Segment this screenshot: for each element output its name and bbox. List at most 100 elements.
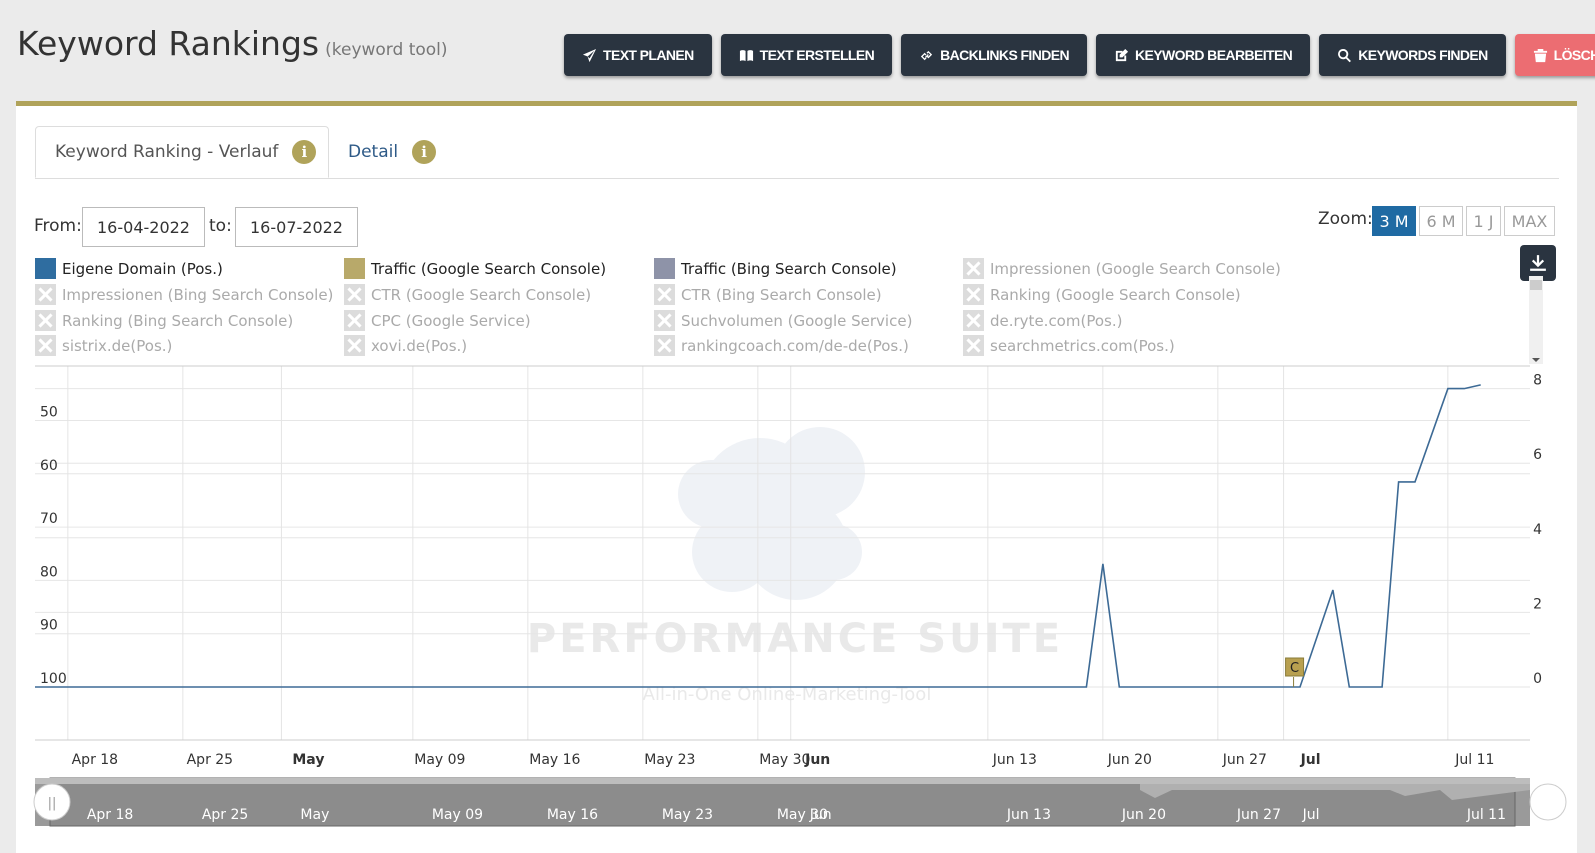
legend-item[interactable]: rankingcoach.com/de-de(Pos.) — [654, 335, 909, 356]
zoom-1j-button[interactable]: 1 J — [1466, 206, 1501, 236]
navigator-tick-label: Jun 13 — [1006, 807, 1051, 823]
legend-scrollbar[interactable] — [1529, 276, 1543, 364]
legend-label: CTR (Bing Search Console) — [681, 285, 882, 304]
legend-item[interactable]: CTR (Google Search Console) — [344, 284, 591, 305]
legend-item[interactable]: Traffic (Google Search Console) — [344, 258, 606, 279]
navigator-tick-label: May 30 — [777, 807, 828, 823]
legend-label: CPC (Google Service) — [371, 311, 531, 330]
navigator-tick-label: Apr 18 — [87, 807, 133, 823]
legend-label: Suchvolumen (Google Service) — [681, 311, 913, 330]
tab-bar: Keyword Ranking - Verlauf i Detail i — [35, 126, 1559, 179]
legend-item[interactable]: Impressionen (Bing Search Console) — [35, 284, 333, 305]
to-label: to: — [209, 216, 232, 236]
legend-item[interactable]: Eigene Domain (Pos.) — [35, 258, 223, 279]
legend-item[interactable]: CTR (Bing Search Console) — [654, 284, 882, 305]
keywords-finden-button[interactable]: KEYWORDS FINDEN — [1319, 34, 1506, 76]
tab-keyword-ranking-verlauf[interactable]: Keyword Ranking - Verlauf i — [35, 126, 329, 178]
paper-plane-icon — [582, 48, 597, 62]
legend-item[interactable]: Suchvolumen (Google Service) — [654, 310, 912, 331]
tab-detail[interactable]: Detail i — [328, 126, 437, 178]
legend-label: rankingcoach.com/de-de(Pos.) — [681, 336, 909, 355]
tab-label: Keyword Ranking - Verlauf — [55, 142, 279, 162]
navigator-right-handle[interactable] — [1529, 783, 1567, 821]
keyword-bearbeiten-button[interactable]: KEYWORD BEARBEITEN — [1095, 34, 1311, 76]
y-right-tick-label: 2 — [1533, 596, 1542, 612]
text-erstellen-button[interactable]: TEXT ERSTELLEN — [720, 34, 893, 76]
legend-label: de.ryte.com(Pos.) — [990, 311, 1123, 330]
loeschen-label: LÖSCHEN — [1553, 47, 1595, 63]
y-right-tick-label: 6 — [1533, 447, 1542, 463]
toolbar: TEXT PLANEN TEXT ERSTELLEN BACKLINKS FIN… — [564, 34, 1595, 76]
navigator-left-handle[interactable] — [33, 783, 71, 821]
navigator-tick-label: May 16 — [547, 807, 598, 823]
zoom-max-button[interactable]: MAX — [1504, 206, 1555, 236]
legend-swatch — [344, 258, 365, 279]
tab-label: Detail — [348, 142, 399, 162]
legend-item[interactable]: xovi.de(Pos.) — [344, 335, 467, 356]
navigator-series-shape — [1140, 780, 1530, 800]
legend-item[interactable]: Traffic (Bing Search Console) — [654, 258, 897, 279]
legend-label: sistrix.de(Pos.) — [62, 336, 173, 355]
navigator-tick-label: May 09 — [432, 807, 483, 823]
disabled-x-icon — [344, 310, 365, 331]
backlinks-finden-button[interactable]: BACKLINKS FINDEN — [901, 34, 1087, 76]
legend-scroll-down-icon[interactable] — [1532, 358, 1540, 362]
trash-icon — [1533, 48, 1547, 62]
x-axis-tick-label: Jun 20 — [1107, 752, 1152, 768]
from-date-input[interactable]: 16-04-2022 — [82, 207, 205, 247]
to-date-input[interactable]: 16-07-2022 — [235, 207, 358, 247]
disabled-x-icon — [963, 310, 984, 331]
watermark-shape — [806, 524, 862, 580]
x-axis-tick-label: Jul 11 — [1454, 752, 1494, 768]
loeschen-button[interactable]: LÖSCHEN — [1514, 34, 1595, 76]
legend-scroll-thumb[interactable] — [1530, 280, 1542, 290]
watermark-subtitle: All-in-One Online-Marketing-Tool — [643, 684, 932, 705]
x-axis-tick-label: May 09 — [414, 752, 465, 768]
legend-item[interactable]: Ranking (Bing Search Console) — [35, 310, 293, 331]
watermark-title: PERFORMANCE SUITE — [527, 616, 1063, 662]
navigator-tick-label: Jun 27 — [1236, 807, 1281, 823]
x-axis-tick-label: May — [292, 752, 324, 768]
link-icon — [921, 50, 933, 60]
legend-item[interactable]: searchmetrics.com(Pos.) — [963, 335, 1175, 356]
disabled-x-icon — [344, 284, 365, 305]
x-axis-tick-label: May 16 — [529, 752, 580, 768]
legend-item[interactable]: Impressionen (Google Search Console) — [963, 258, 1281, 279]
from-label: From: — [34, 216, 82, 236]
y-right-tick-label: 4 — [1533, 522, 1542, 538]
y-left-tick-label: 50 — [40, 405, 58, 421]
navigator-tick-label: Jul 11 — [1466, 807, 1506, 823]
x-axis-tick-label: Apr 25 — [187, 752, 233, 768]
navigator-range — [49, 777, 1516, 827]
disabled-x-icon — [35, 284, 56, 305]
y-right-tick-label: 8 — [1533, 373, 1542, 389]
legend-label: Eigene Domain (Pos.) — [62, 259, 223, 278]
legend-item[interactable]: sistrix.de(Pos.) — [35, 335, 172, 356]
navigator-tick-label: Jun 20 — [1121, 807, 1166, 823]
download-button[interactable] — [1520, 245, 1556, 281]
zoom-3m-button[interactable]: 3 M — [1372, 206, 1416, 236]
info-icon[interactable]: i — [292, 140, 317, 164]
title-subtitle: (keyword tool) — [325, 40, 448, 60]
chart-legend: Eigene Domain (Pos.) Traffic (Google Sear… — [35, 258, 1513, 364]
navigator-tick-label: Apr 25 — [202, 807, 248, 823]
book-icon — [739, 49, 753, 61]
page-title: Keyword Rankings (keyword tool) — [17, 24, 448, 63]
navigator-tick-label: May — [300, 807, 329, 823]
text-planen-button[interactable]: TEXT PLANEN — [564, 34, 712, 76]
title-text: Keyword Rankings — [17, 24, 320, 63]
x-axis-tick-label: May 23 — [644, 752, 695, 768]
zoom-6m-button[interactable]: 6 M — [1419, 206, 1463, 236]
y-left-tick-label: 80 — [40, 564, 58, 580]
info-icon[interactable]: i — [412, 140, 437, 164]
legend-item[interactable]: de.ryte.com(Pos.) — [963, 310, 1122, 331]
disabled-x-icon — [654, 310, 675, 331]
navigator-tick-label: Jun — [809, 807, 832, 823]
legend-label: CTR (Google Search Console) — [371, 285, 592, 304]
legend-item[interactable]: CPC (Google Service) — [344, 310, 531, 331]
disabled-x-icon — [963, 258, 984, 279]
legend-label: Ranking (Google Search Console) — [990, 285, 1241, 304]
legend-item[interactable]: Ranking (Google Search Console) — [963, 284, 1241, 305]
series-line — [35, 384, 1481, 688]
disabled-x-icon — [654, 284, 675, 305]
